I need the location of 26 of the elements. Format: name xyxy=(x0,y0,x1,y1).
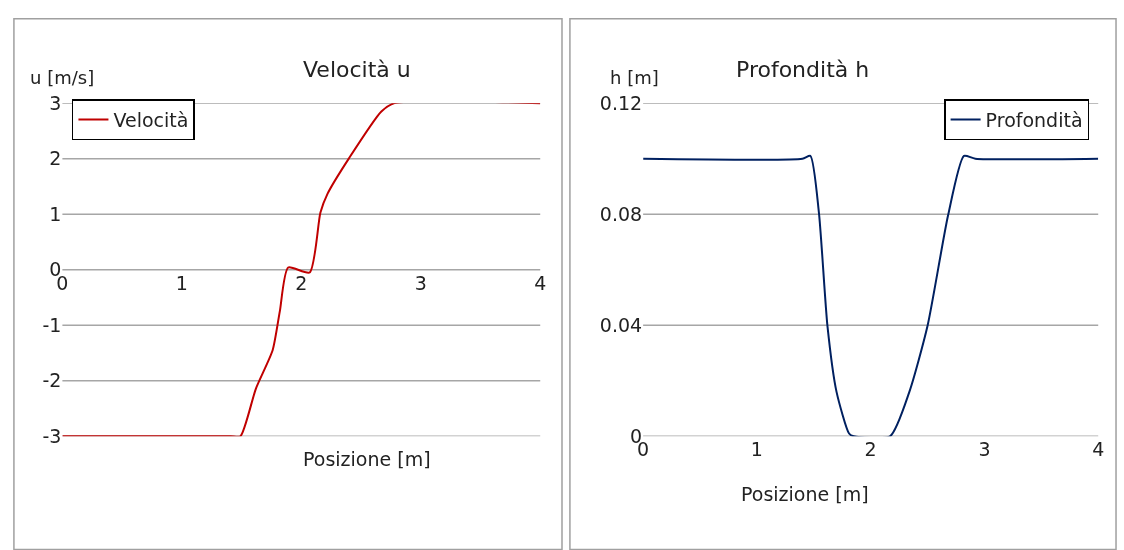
y-tick-label: 0.12 xyxy=(599,91,643,114)
chart-title: Profondità h xyxy=(736,57,870,82)
legend-label: Profondità xyxy=(985,109,1083,132)
x-tick-label: 3 xyxy=(414,271,427,294)
y-axis-title: u [m/s] xyxy=(30,67,95,88)
x-tick-label: 3 xyxy=(978,438,991,461)
x-tick-label: 2 xyxy=(864,438,877,461)
x-axis-title: Posizione [m] xyxy=(303,448,431,470)
y-tick-label: -2 xyxy=(42,369,62,392)
y-tick-label: 1 xyxy=(49,202,62,225)
legend-label: Velocità xyxy=(113,109,189,132)
x-tick-label: 1 xyxy=(750,438,763,461)
x-tick-label: 4 xyxy=(1092,438,1105,461)
x-axis-title: Posizione [m] xyxy=(741,483,869,505)
x-tick-label: 1 xyxy=(175,271,188,294)
chart-title: Velocità u xyxy=(303,57,411,82)
y-tick-label: -3 xyxy=(42,424,62,447)
line-series xyxy=(643,154,1099,437)
y-tick-label: 0.08 xyxy=(599,202,643,225)
y-tick-label: 0.04 xyxy=(599,313,643,336)
x-tick-label: 2 xyxy=(295,271,308,294)
x-tick-label: 4 xyxy=(534,271,547,294)
y-axis-title: h [m] xyxy=(610,67,659,88)
y-tick-label: 2 xyxy=(49,147,62,170)
y-tick-label: -1 xyxy=(42,313,62,336)
y-tick-label: 3 xyxy=(49,91,62,114)
